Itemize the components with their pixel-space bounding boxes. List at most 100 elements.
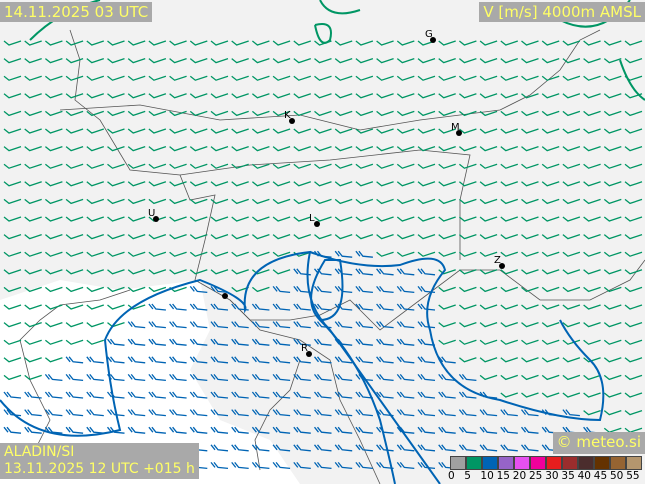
- wind-barb: [107, 128, 125, 134]
- wind-barb: [251, 444, 270, 452]
- wind-barb: [3, 40, 22, 46]
- wind-barb: [210, 269, 229, 275]
- wind-barb: [272, 338, 291, 346]
- wind-barb: [479, 374, 498, 381]
- wind-barb: [251, 251, 270, 257]
- wind-barb: [293, 409, 311, 417]
- wind-barb: [86, 216, 105, 222]
- wind-barb: [355, 303, 373, 311]
- wind-barb: [438, 57, 456, 64]
- wind-barb: [562, 392, 581, 398]
- wind-barb: [86, 233, 105, 240]
- wind-barb: [44, 198, 63, 205]
- wind-barb: [169, 269, 187, 275]
- wind-barb: [293, 233, 312, 240]
- wind-barb: [417, 145, 436, 152]
- wind-barb: [251, 233, 270, 240]
- wind-barb: [541, 181, 560, 187]
- wind-barb: [65, 110, 84, 117]
- wind-barb: [438, 286, 456, 293]
- wind-barb: [541, 251, 560, 257]
- wind-barb: [86, 304, 105, 310]
- wind-barb: [293, 461, 311, 470]
- wind-barb: [396, 75, 415, 81]
- wind-barb: [24, 286, 42, 293]
- wind-barb: [458, 233, 477, 240]
- wind-barb: [189, 181, 208, 187]
- country-borders: [19, 29, 645, 484]
- wind-barb: [189, 373, 208, 382]
- wind-barb: [541, 93, 560, 99]
- wind-barb: [169, 303, 187, 311]
- wind-barb: [272, 198, 291, 205]
- wind-barb: [541, 145, 560, 152]
- wind-barb: [3, 163, 22, 169]
- wind-barb: [396, 321, 415, 329]
- wind-barb: [562, 269, 581, 275]
- wind-barb: [396, 57, 415, 64]
- wind-barb: [521, 128, 539, 134]
- wind-barb: [583, 163, 601, 169]
- wind-barb: [189, 251, 208, 257]
- wind-barb: [148, 251, 167, 257]
- legend-ticks: 0 5 10 15 20 25 30 35 40 45 50 55: [446, 470, 645, 484]
- wind-barb: [272, 461, 291, 470]
- wind-barb: [396, 181, 415, 187]
- wind-barb: [355, 145, 374, 152]
- wind-barb: [417, 181, 436, 187]
- wind-barb: [562, 357, 581, 363]
- wind-barb: [438, 163, 456, 169]
- wind-barb: [231, 356, 249, 364]
- wind-barb: [376, 461, 394, 470]
- wind-barb: [624, 304, 643, 310]
- wind-barb: [231, 338, 249, 346]
- legend-swatch: [514, 456, 530, 470]
- model-name: ALADIN/SI: [4, 444, 75, 460]
- wind-barb: [24, 198, 42, 205]
- wind-barb: [293, 128, 312, 134]
- legend-tick: 15: [496, 470, 510, 482]
- wind-barb: [231, 75, 249, 81]
- wind-barb: [148, 57, 167, 64]
- wind-barb: [127, 181, 146, 187]
- wind-barb: [65, 75, 84, 81]
- wind-barb: [458, 163, 477, 169]
- wind-barb: [376, 285, 394, 294]
- wind-barb: [148, 145, 167, 152]
- wind-barb: [65, 163, 84, 169]
- wind-barb: [624, 321, 643, 328]
- wind-barb: [603, 163, 622, 169]
- wind-barb: [210, 233, 229, 240]
- wind-barb: [521, 93, 539, 99]
- wind-barb: [106, 338, 125, 346]
- wind-barb: [148, 426, 166, 434]
- wind-barb: [562, 321, 581, 328]
- wind-barb: [127, 216, 146, 222]
- wind-barb: [251, 373, 270, 382]
- wind-barb: [355, 321, 373, 329]
- wind-barb: [417, 268, 436, 276]
- wind-barb: [189, 285, 208, 294]
- wind-barb: [396, 356, 415, 364]
- legend-tick: 50: [610, 470, 624, 482]
- legend-swatch: [530, 456, 546, 470]
- wind-barb: [231, 233, 249, 240]
- wind-barb: [583, 198, 601, 205]
- wind-barb: [417, 461, 436, 470]
- wind-barb: [24, 57, 42, 64]
- wind-barb: [24, 269, 42, 275]
- wind-barb: [251, 426, 270, 434]
- wind-barb: [521, 163, 539, 169]
- wind-barb: [3, 409, 22, 417]
- wind-barb: [251, 145, 270, 152]
- wind-barb: [189, 356, 208, 364]
- wind-barb: [396, 268, 415, 276]
- wind-barb: [293, 75, 312, 81]
- wind-barb: [169, 356, 187, 364]
- wind-barb: [293, 321, 311, 329]
- wind-barb: [541, 269, 560, 275]
- wind-barb: [479, 163, 498, 169]
- wind-barb: [583, 216, 601, 222]
- city-marker: [456, 130, 462, 136]
